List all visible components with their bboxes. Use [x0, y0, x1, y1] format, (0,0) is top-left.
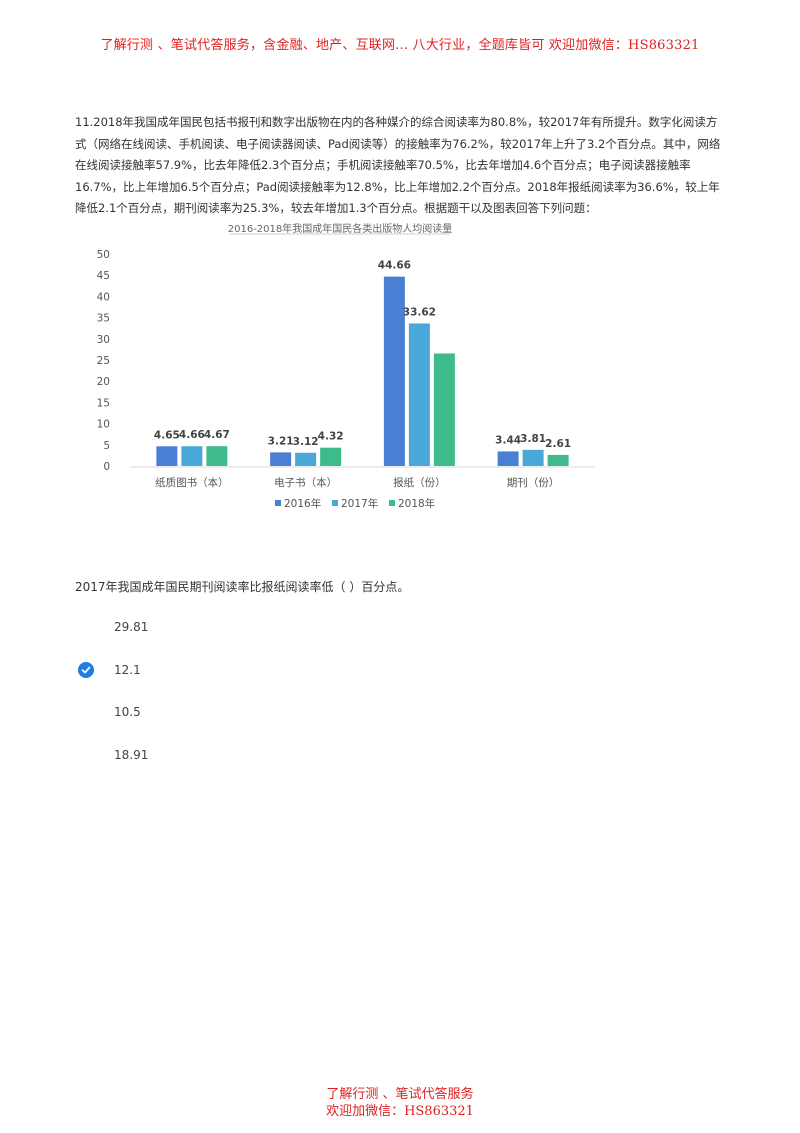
- option-b-label: 12.1: [114, 663, 141, 677]
- bar: [522, 449, 544, 466]
- bar: [433, 353, 455, 466]
- data-label: 4.65: [154, 429, 180, 441]
- data-label: 2.61: [545, 438, 571, 450]
- y-tick-label: 5: [103, 440, 110, 452]
- y-tick-label: 45: [97, 270, 110, 282]
- data-label: 3.12: [293, 436, 319, 448]
- check-circle-icon[interactable]: [78, 662, 94, 678]
- data-label: 3.81: [520, 433, 546, 445]
- y-tick-label: 50: [97, 249, 110, 261]
- y-tick-label: 20: [97, 376, 110, 388]
- option-a[interactable]: 29.81: [78, 617, 278, 637]
- option-c[interactable]: 10.5: [78, 702, 278, 722]
- y-tick-label: 15: [97, 397, 110, 409]
- y-tick-label: 35: [97, 313, 110, 325]
- y-tick-label: 10: [97, 419, 110, 431]
- y-tick-label: 30: [97, 334, 110, 346]
- data-label: 4.67: [204, 429, 230, 441]
- bar: [320, 447, 342, 466]
- data-label: 4.32: [318, 431, 344, 443]
- watermark-bottom: 了解行测 、笔试代答服务 欢迎加微信：HS863321: [0, 1086, 800, 1120]
- option-a-label: 29.81: [114, 620, 149, 634]
- watermark-top: 了解行测 、笔试代答服务，含金融、地产、互联网... 八大行业，全题库皆可 欢迎…: [100, 38, 700, 53]
- x-axis: 纸质图书（本） 电子书（本） 报纸（份） 期刊（份）: [155, 476, 559, 489]
- bar: [270, 452, 292, 466]
- bar: [383, 276, 405, 466]
- watermark-bottom-line1: 了解行测 、笔试代答服务: [326, 1087, 474, 1102]
- chart-title: 2016-2018年我国成年国民各类出版物人均阅读量: [228, 222, 453, 235]
- bar: [181, 446, 203, 466]
- legend-swatch: [332, 500, 338, 506]
- bar: [206, 446, 228, 466]
- watermark-bottom-line2: 欢迎加微信：HS863321: [326, 1104, 474, 1119]
- bar: [547, 454, 569, 466]
- y-axis: 0 5 10 15 20 25 30 35 40 45 50: [97, 249, 110, 473]
- bar-chart: 2016-2018年我国成年国民各类出版物人均阅读量 0 5 10 15 20 25 30 3…: [70, 218, 690, 528]
- legend-swatch: [275, 500, 281, 506]
- checkmark-icon: [81, 666, 91, 674]
- bar-series: 4.65 4.66 4.67 3.21 3.12 4.32 44.66 33.62 3.44 3.…: [130, 260, 595, 468]
- bar: [408, 323, 430, 466]
- data-label: 3.21: [268, 435, 294, 447]
- data-label: 33.62: [403, 306, 436, 318]
- data-label: 4.66: [179, 429, 205, 441]
- legend-swatch: [389, 500, 395, 506]
- legend-label: 2016年: [284, 497, 321, 510]
- y-tick-label: 40: [97, 291, 110, 303]
- y-tick-label: 0: [103, 461, 110, 473]
- legend-label: 2017年: [341, 497, 378, 510]
- chart-svg: 2016-2018年我国成年国民各类出版物人均阅读量 0 5 10 15 20 25 30 3…: [97, 222, 595, 510]
- data-label: 44.66: [378, 260, 411, 272]
- x-tick-label: 电子书（本）: [274, 476, 337, 489]
- sub-question-text: 2017年我国成年国民期刊阅读率比报纸阅读率低（ ）百分点。: [75, 580, 410, 594]
- bar: [497, 451, 519, 466]
- x-tick-label: 期刊（份）: [507, 477, 560, 489]
- option-b[interactable]: 12.1: [78, 660, 278, 680]
- option-c-label: 10.5: [114, 705, 141, 719]
- bar: [295, 452, 317, 466]
- option-d[interactable]: 18.91: [78, 745, 278, 765]
- x-tick-label: 纸质图书（本）: [155, 476, 229, 489]
- option-d-label: 18.91: [114, 748, 149, 762]
- legend-label: 2018年: [398, 497, 435, 510]
- option-c-radio[interactable]: [78, 704, 94, 720]
- bar: [156, 446, 178, 466]
- x-tick-label: 报纸（份）: [393, 476, 446, 489]
- option-d-radio[interactable]: [78, 747, 94, 763]
- legend: 2016年 2017年 2018年: [275, 497, 435, 510]
- question-text: 11.2018年我国成年国民包括书报刊和数字出版物在内的各种媒介的综合阅读率为8…: [75, 115, 721, 215]
- y-tick-label: 25: [97, 355, 110, 367]
- option-a-radio[interactable]: [78, 619, 94, 635]
- data-label: 3.44: [495, 434, 521, 446]
